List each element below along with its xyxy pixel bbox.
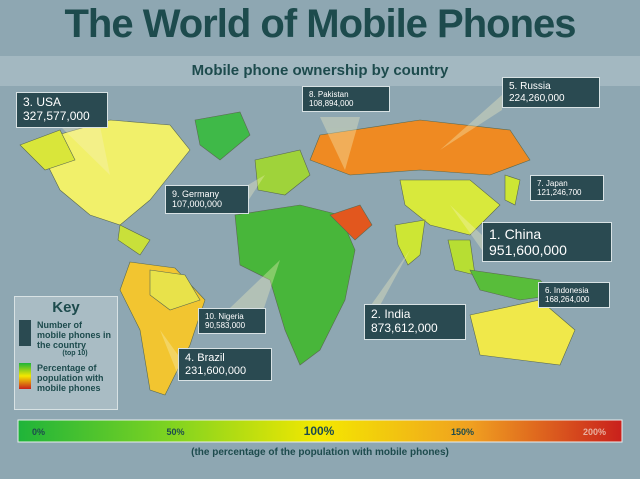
key-label: Number of mobile phones in the country xyxy=(37,320,112,350)
callout-value: 327,577,000 xyxy=(23,108,90,123)
callout-label: 7. Japan xyxy=(537,179,568,188)
callout: 7. Japan 121,246,700 xyxy=(530,175,604,202)
key-text: Number of mobile phones in the country (t… xyxy=(37,320,113,357)
callout-label: 5. Russia xyxy=(509,81,551,92)
callout-value: 231,600,000 xyxy=(185,364,247,377)
callout: 4. Brazil 231,600,000 xyxy=(178,348,272,382)
key-swatch xyxy=(19,363,31,389)
callout-value: 168,264,000 xyxy=(545,295,590,305)
color-scale xyxy=(17,419,623,443)
key-panel: Key Number of mobile phones in the count… xyxy=(14,296,118,410)
callout: 6. Indonesia 168,264,000 xyxy=(538,282,610,309)
callout-pointers xyxy=(60,95,502,375)
scale-caption: (the percentage of the population with m… xyxy=(191,447,449,458)
callout-value: 107,000,000 xyxy=(172,199,223,210)
callout-label: 1. China xyxy=(489,226,542,242)
callout-label: 8. Pakistan xyxy=(309,90,349,99)
key-row: Percentage of population with mobile pho… xyxy=(19,363,113,393)
callout-label: 10. Nigeria xyxy=(205,312,244,321)
callout: 2. India 873,612,000 xyxy=(364,304,466,340)
callout: 1. China 951,600,000 xyxy=(482,222,612,263)
title: The World of Mobile Phones xyxy=(64,2,576,46)
key-swatch xyxy=(19,320,31,346)
callout-value: 224,260,000 xyxy=(509,92,565,104)
callout-value: 90,583,000 xyxy=(205,321,246,331)
callout-value: 108,894,000 xyxy=(309,99,354,109)
key-label: Percentage of population with mobile pho… xyxy=(37,363,104,393)
callout: 9. Germany 107,000,000 xyxy=(165,185,249,214)
subtitle: Mobile phone ownership by country xyxy=(191,62,449,79)
callout: 3. USA 327,577,000 xyxy=(16,92,108,128)
scale-tick-label: 0% xyxy=(32,427,45,437)
scale-tick-label: 200% xyxy=(583,427,606,437)
callout-label: 4. Brazil xyxy=(185,352,225,364)
callout: 5. Russia 224,260,000 xyxy=(502,77,600,108)
callout: 10. Nigeria 90,583,000 xyxy=(198,308,266,335)
scale-ticks: 0% 50% 100% 150% 200% xyxy=(32,424,606,438)
callout-label: 2. India xyxy=(371,307,411,321)
scale-tick-label: 150% xyxy=(451,427,474,437)
callout-label: 9. Germany xyxy=(172,189,220,199)
callout-value: 873,612,000 xyxy=(371,320,438,335)
callout-value: 951,600,000 xyxy=(489,242,567,259)
key-row: Number of mobile phones in the country (t… xyxy=(19,320,113,357)
key-title: Key xyxy=(52,299,80,316)
callout: 8. Pakistan 108,894,000 xyxy=(302,86,390,113)
scale-tick-label: 100% xyxy=(304,424,335,438)
callout-label: 3. USA xyxy=(23,95,62,109)
key-note: (top 10) xyxy=(62,350,88,357)
callout-label: 6. Indonesia xyxy=(545,286,589,295)
scale-tick-label: 50% xyxy=(166,427,184,437)
countries xyxy=(19,111,576,396)
callout-value: 121,246,700 xyxy=(537,188,582,198)
